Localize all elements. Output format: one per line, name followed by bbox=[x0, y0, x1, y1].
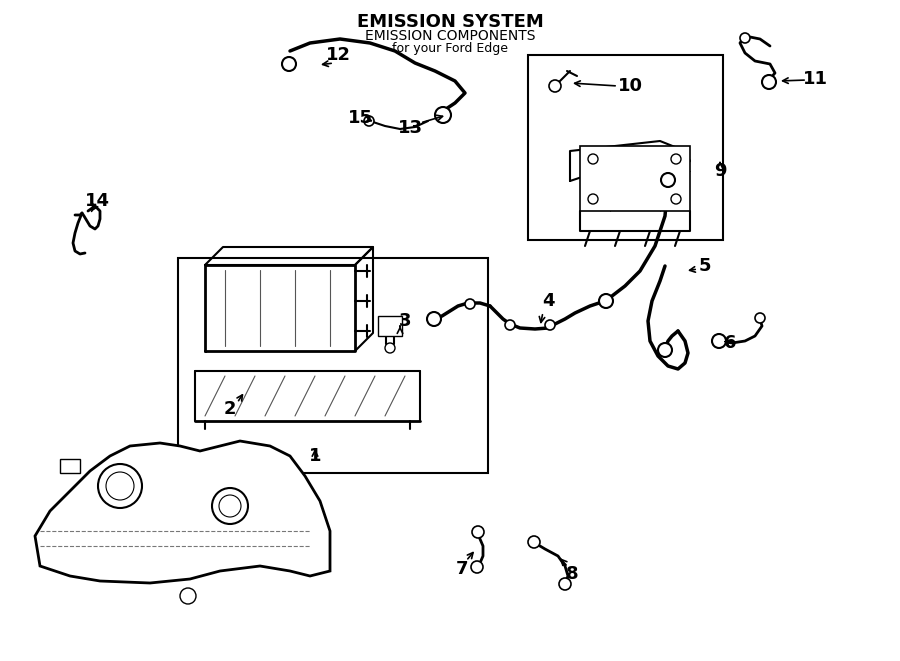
Circle shape bbox=[588, 154, 598, 164]
Bar bbox=[378, 316, 402, 336]
Circle shape bbox=[471, 561, 483, 573]
Circle shape bbox=[465, 299, 475, 309]
Circle shape bbox=[427, 312, 441, 326]
Circle shape bbox=[98, 464, 142, 508]
Text: 10: 10 bbox=[617, 77, 643, 95]
Circle shape bbox=[671, 154, 681, 164]
Text: 5: 5 bbox=[698, 257, 711, 275]
Circle shape bbox=[712, 334, 726, 348]
Text: 7: 7 bbox=[455, 560, 468, 578]
Text: 1: 1 bbox=[309, 447, 321, 465]
Text: 6: 6 bbox=[724, 334, 736, 352]
Text: 14: 14 bbox=[85, 192, 110, 210]
Text: 13: 13 bbox=[398, 119, 422, 137]
Circle shape bbox=[180, 588, 196, 604]
Text: 12: 12 bbox=[326, 46, 350, 64]
Bar bbox=[60, 459, 80, 473]
Circle shape bbox=[435, 107, 451, 123]
Circle shape bbox=[755, 313, 765, 323]
Bar bbox=[178, 258, 488, 473]
Circle shape bbox=[106, 472, 134, 500]
Circle shape bbox=[559, 578, 571, 590]
Circle shape bbox=[364, 116, 374, 126]
Circle shape bbox=[385, 343, 395, 353]
Text: 11: 11 bbox=[803, 70, 827, 88]
Circle shape bbox=[661, 173, 675, 187]
Text: 2: 2 bbox=[224, 400, 236, 418]
Text: 3: 3 bbox=[399, 312, 411, 330]
Circle shape bbox=[588, 194, 598, 204]
Circle shape bbox=[658, 343, 672, 357]
Bar bbox=[528, 55, 723, 240]
Circle shape bbox=[599, 294, 613, 308]
Text: 9: 9 bbox=[714, 162, 726, 180]
Circle shape bbox=[219, 495, 241, 517]
Circle shape bbox=[762, 75, 776, 89]
Text: for your Ford Edge: for your Ford Edge bbox=[392, 42, 508, 55]
Text: 8: 8 bbox=[566, 565, 579, 583]
Circle shape bbox=[528, 536, 540, 548]
Circle shape bbox=[505, 320, 515, 330]
Polygon shape bbox=[35, 441, 330, 583]
Circle shape bbox=[671, 194, 681, 204]
Circle shape bbox=[472, 526, 484, 538]
Circle shape bbox=[282, 57, 296, 71]
Text: 15: 15 bbox=[347, 109, 373, 127]
Circle shape bbox=[740, 33, 750, 43]
Bar bbox=[580, 146, 690, 211]
Text: 4: 4 bbox=[542, 292, 554, 310]
Circle shape bbox=[549, 80, 561, 92]
Text: EMISSION COMPONENTS: EMISSION COMPONENTS bbox=[364, 29, 536, 43]
Text: EMISSION SYSTEM: EMISSION SYSTEM bbox=[356, 13, 544, 31]
Circle shape bbox=[212, 488, 248, 524]
Circle shape bbox=[545, 320, 555, 330]
